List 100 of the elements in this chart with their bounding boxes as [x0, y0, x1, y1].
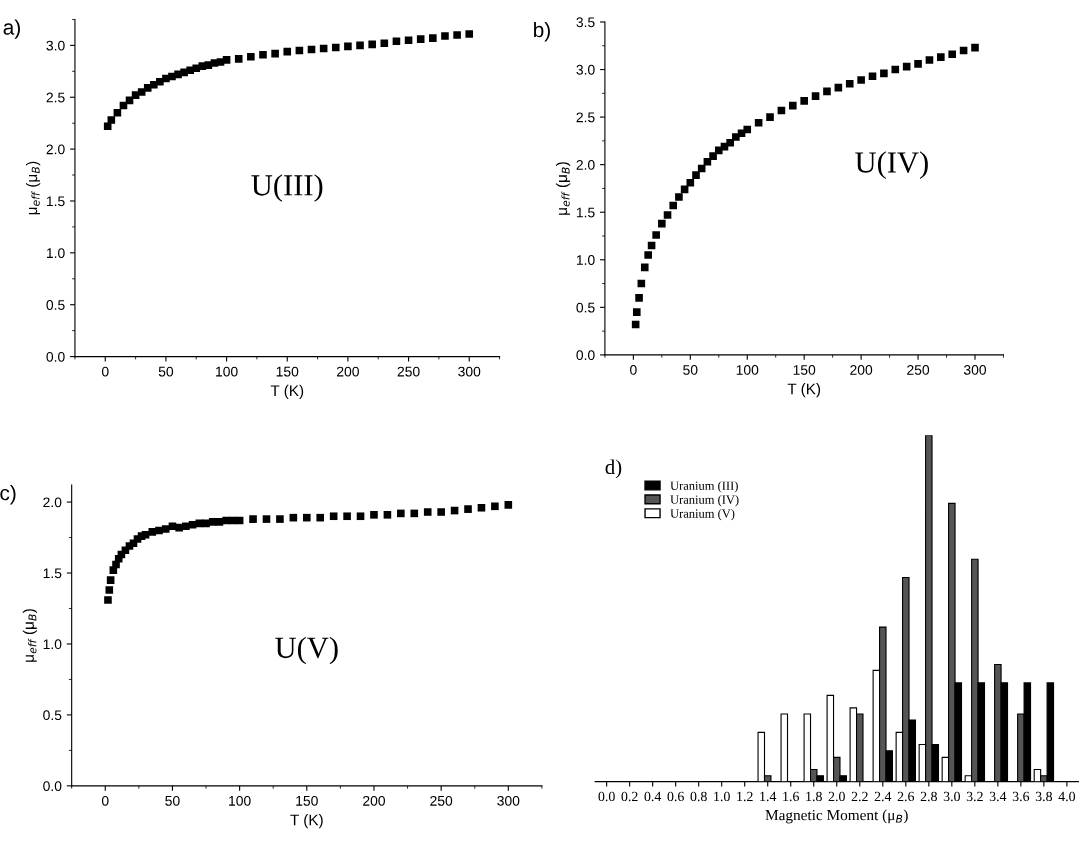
point	[331, 43, 340, 52]
x-tick-label: 0.6	[667, 791, 684, 802]
y-axis-title: μ$_{eff}$ (μ$_{B}$)	[25, 161, 41, 215]
x-tick-label: 3.8	[1035, 791, 1053, 802]
point	[271, 49, 279, 58]
annotation: U(V)	[275, 636, 338, 665]
point	[441, 32, 449, 40]
x-tick-label: 3.0	[943, 791, 960, 802]
x-tick-label: 250	[397, 366, 420, 377]
y-tick-label: 1.5	[576, 207, 595, 218]
legend-label: Uranium (IV)	[670, 495, 739, 507]
y-tick-label: 2.5	[576, 112, 595, 123]
point	[161, 525, 170, 533]
point	[410, 509, 419, 518]
x-tick-label: 0.2	[621, 791, 638, 802]
point	[477, 503, 486, 512]
x-tick-label: 1.0	[714, 791, 730, 802]
x-tick-label: 50	[158, 366, 174, 377]
point	[491, 502, 499, 511]
point	[104, 596, 112, 604]
point	[453, 31, 461, 39]
point	[743, 125, 752, 134]
point	[383, 511, 392, 519]
x-tick-label: 1.8	[806, 791, 822, 802]
y-tick-label: 1.5	[46, 196, 65, 207]
y-tick-label: 0.5	[46, 300, 65, 310]
y-tick-label: 3.0	[46, 40, 65, 51]
point	[800, 97, 808, 105]
x-tick-label: 50	[683, 364, 698, 375]
point	[234, 55, 243, 63]
x-tick-label: 0.8	[690, 791, 707, 802]
point	[644, 251, 652, 259]
point	[344, 42, 352, 51]
x-tick-label: 150	[296, 795, 318, 806]
x-tick-label: 3.2	[966, 791, 983, 802]
y-tick-label: 0.0	[46, 351, 65, 362]
y-axis-title: μ$_{eff}$ (μ$_{B}$)	[22, 609, 37, 662]
x-tick-label: 1.4	[760, 791, 777, 802]
y-tick-label: 2.0	[46, 144, 65, 155]
point	[188, 520, 197, 529]
point	[416, 35, 425, 43]
point	[658, 219, 666, 228]
x-tick-label: 150	[276, 366, 299, 377]
bar	[780, 713, 789, 782]
y-tick-label: 1.0	[576, 255, 595, 265]
y-tick-label: 0.5	[43, 710, 62, 721]
x-tick-label: 100	[216, 366, 238, 377]
chart-title: b)	[534, 21, 550, 42]
point	[703, 158, 712, 166]
x-tick-label: 0.0	[598, 791, 615, 802]
point	[652, 231, 660, 239]
point	[788, 101, 797, 110]
point	[329, 512, 338, 521]
point	[675, 193, 683, 201]
point	[276, 515, 284, 523]
y-tick-label: 1.0	[46, 248, 65, 259]
point	[811, 92, 820, 100]
y-tick-label: 0.0	[576, 350, 595, 361]
x-tick-label: 200	[850, 364, 873, 375]
x-tick-label: 150	[793, 364, 816, 375]
point	[925, 56, 934, 64]
point	[891, 65, 900, 74]
x-tick-label: 4.0	[1058, 791, 1076, 802]
point	[632, 308, 641, 316]
y-tick-label: 2.0	[43, 497, 62, 508]
x-tick-label: 3.6	[1012, 791, 1030, 802]
y-tick-label: 0.5	[576, 302, 595, 313]
point	[105, 586, 114, 594]
point	[316, 513, 325, 522]
x-axis-title: T (K)	[290, 814, 323, 829]
point	[397, 509, 405, 518]
point	[113, 109, 122, 117]
legend-label: Uranium (V)	[670, 508, 735, 521]
point	[754, 119, 763, 127]
point	[914, 60, 922, 68]
point	[635, 294, 643, 302]
point	[392, 37, 401, 46]
x-tick-label: 2.8	[920, 791, 937, 802]
point	[692, 171, 700, 179]
x-tick-label: 250	[430, 795, 453, 806]
x-tick-label: 2.0	[828, 791, 845, 802]
y-tick-label: 3.5	[576, 17, 595, 28]
point	[370, 511, 378, 519]
x-tick-label: 200	[337, 366, 359, 377]
x-tick-label: 200	[363, 795, 386, 806]
x-tick-label: 100	[736, 364, 759, 375]
x-axis-title: T (K)	[270, 384, 304, 400]
point	[766, 113, 774, 121]
point	[148, 528, 157, 536]
x-tick-label: 1.6	[783, 791, 799, 802]
point	[247, 52, 255, 61]
point	[823, 87, 831, 96]
point	[640, 263, 649, 272]
point	[380, 39, 389, 48]
x-tick-label: 100	[229, 795, 251, 806]
point	[192, 64, 201, 72]
x-tick-label: 2.6	[897, 791, 915, 802]
point	[726, 138, 734, 147]
point	[283, 47, 292, 56]
text: d)	[605, 459, 622, 479]
